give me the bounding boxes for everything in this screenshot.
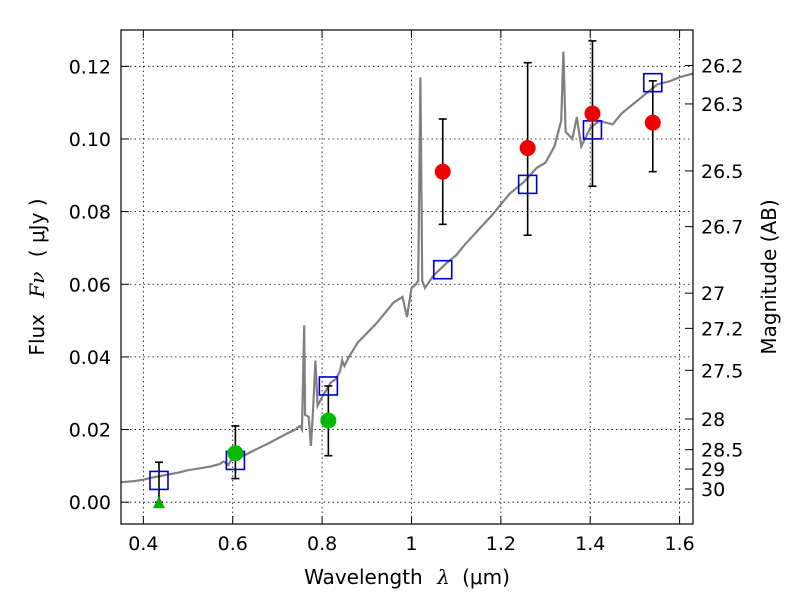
measurement-markers [152, 105, 661, 509]
y-axis-label-text: Flux [25, 314, 49, 356]
x-tick-label: 0.6 [218, 533, 248, 555]
x-tick-labels: 0.4 0.6 0.8 1 1.2 1.4 1.6 [128, 533, 694, 555]
y2-tick-label: 30 [701, 479, 725, 501]
model-photometry-square [318, 376, 339, 396]
y2-tick-label: 28 [701, 409, 725, 431]
y2-tick-label: 27.2 [701, 318, 743, 340]
y-axis-label: Flux Fν ( μJy ) [25, 198, 49, 355]
y2-tick-label: 28.5 [701, 440, 743, 462]
x-axis-label-unit: (μm) [462, 565, 510, 589]
plot-content [121, 40, 693, 509]
model-photometry-square [149, 470, 169, 491]
x-axis-label-symbol: λ [436, 565, 450, 589]
y2-tick-label: 27 [701, 283, 725, 305]
y-tick-label: 0.04 [69, 347, 111, 369]
y2-tick-label: 26.2 [701, 56, 743, 78]
x-axis-label-text: Wavelength [304, 565, 423, 589]
y-axis-label-unit: ( μJy ) [25, 198, 49, 257]
y2-tick-label: 27.5 [701, 360, 743, 382]
x-tick-label: 1.2 [486, 533, 516, 555]
plot-frame [120, 29, 694, 525]
y-tick-label: 0.10 [69, 129, 111, 151]
measurement-upper-limit-triangle [152, 496, 165, 509]
y-tick-label: 0.00 [69, 492, 111, 514]
axis-ticks [121, 30, 693, 524]
x-tick-label: 1.6 [664, 533, 694, 555]
measurement-point [227, 445, 244, 462]
x-tick-label: 0.8 [307, 533, 337, 555]
y2-tick-label: 26.3 [701, 94, 743, 116]
y-tick-label: 0.12 [69, 56, 111, 78]
measurement-point [320, 412, 337, 429]
measurement-point [434, 163, 451, 180]
y-tick-labels: 0.00 0.02 0.04 0.06 0.08 0.10 0.12 [69, 56, 111, 514]
y2-axis-label: Magnitude (AB) [757, 199, 781, 354]
measurement-point [584, 105, 601, 122]
model-photometry-square [432, 259, 453, 280]
y2-tick-label: 26.5 [701, 161, 743, 183]
measurement-point [644, 114, 661, 131]
y-axis-label-symbol: Fν [25, 272, 49, 299]
x-axis-label: Wavelength λ (μm) [304, 565, 510, 589]
y-tick-label: 0.08 [69, 202, 111, 224]
model-photometry-square [517, 174, 538, 195]
x-tick-label: 1 [405, 533, 417, 555]
measurement-point [519, 140, 536, 157]
x-tick-label: 1.4 [575, 533, 605, 555]
y2-tick-label: 29 [701, 459, 725, 481]
model-photometry-square [642, 72, 663, 93]
y2-tick-label: 26.7 [701, 217, 743, 239]
y-tick-label: 0.06 [69, 274, 111, 296]
x-tick-label: 0.4 [128, 533, 158, 555]
y-tick-label: 0.02 [69, 420, 111, 442]
